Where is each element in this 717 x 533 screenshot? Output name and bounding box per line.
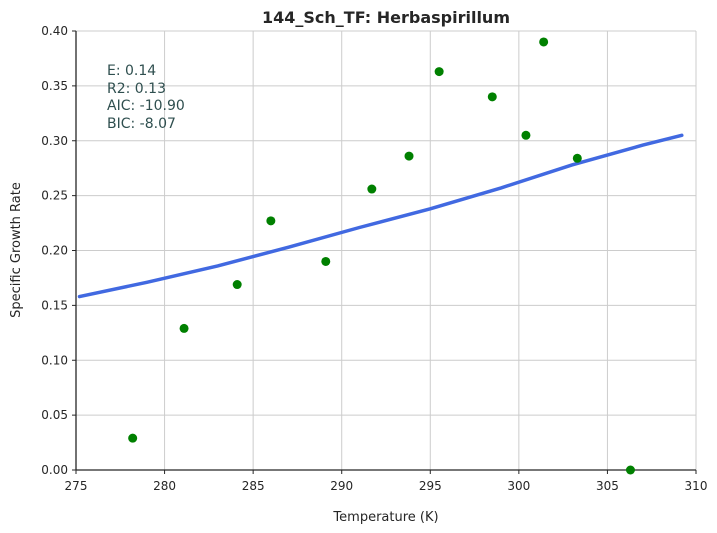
data-point <box>572 153 582 163</box>
x-tick-label: 275 <box>65 479 88 493</box>
x-tick-label: 310 <box>685 479 708 493</box>
fit-statistics: E: 0.14 R2: 0.13 AIC: -10.90 BIC: -8.07 <box>107 63 185 132</box>
data-point <box>521 130 531 140</box>
x-axis-label: Temperature (K) <box>332 510 438 525</box>
stat-aic: AIC: -10.90 <box>107 98 185 114</box>
data-point <box>321 256 331 266</box>
x-tick-label: 285 <box>242 479 265 493</box>
data-point <box>179 323 189 333</box>
data-point <box>128 433 138 443</box>
data-point <box>266 216 276 226</box>
stat-r2: R2: 0.13 <box>107 81 166 97</box>
fit-curve <box>77 133 684 299</box>
data-point <box>434 67 444 77</box>
chart-title: 144_Sch_TF: Herbaspirillum <box>262 8 510 27</box>
tick-labels: 275 280 285 290 295 300 305 310 0.00 0.05 0.10 0.15… <box>41 24 707 493</box>
y-tick-label: 0.30 <box>41 134 68 148</box>
y-tick-label: 0.35 <box>41 79 68 93</box>
stat-e: E: 0.14 <box>107 63 156 79</box>
stat-bic: BIC: -8.07 <box>107 116 176 132</box>
data-points <box>128 37 635 475</box>
x-tick-label: 295 <box>419 479 442 493</box>
y-tick-label: 0.10 <box>41 353 68 367</box>
data-point <box>487 92 497 102</box>
y-axis-label: Specific Growth Rate <box>9 182 24 318</box>
y-tick-label: 0.20 <box>41 244 68 258</box>
fit-line <box>77 133 684 299</box>
x-tick-label: 300 <box>507 479 530 493</box>
x-tick-label: 305 <box>596 479 619 493</box>
y-tick-label: 0.15 <box>41 298 68 312</box>
y-tick-label: 0.40 <box>41 24 68 38</box>
data-point <box>232 280 242 290</box>
y-tick-label: 0.00 <box>41 463 68 477</box>
y-tick-label: 0.05 <box>41 408 68 422</box>
data-point <box>539 37 549 47</box>
data-point <box>367 184 377 194</box>
x-tick-label: 280 <box>153 479 176 493</box>
data-point <box>625 465 635 475</box>
x-tick-label: 290 <box>330 479 353 493</box>
y-tick-label: 0.25 <box>41 189 68 203</box>
data-point <box>404 151 414 161</box>
grid-lines <box>75 30 697 471</box>
axes <box>72 30 697 474</box>
